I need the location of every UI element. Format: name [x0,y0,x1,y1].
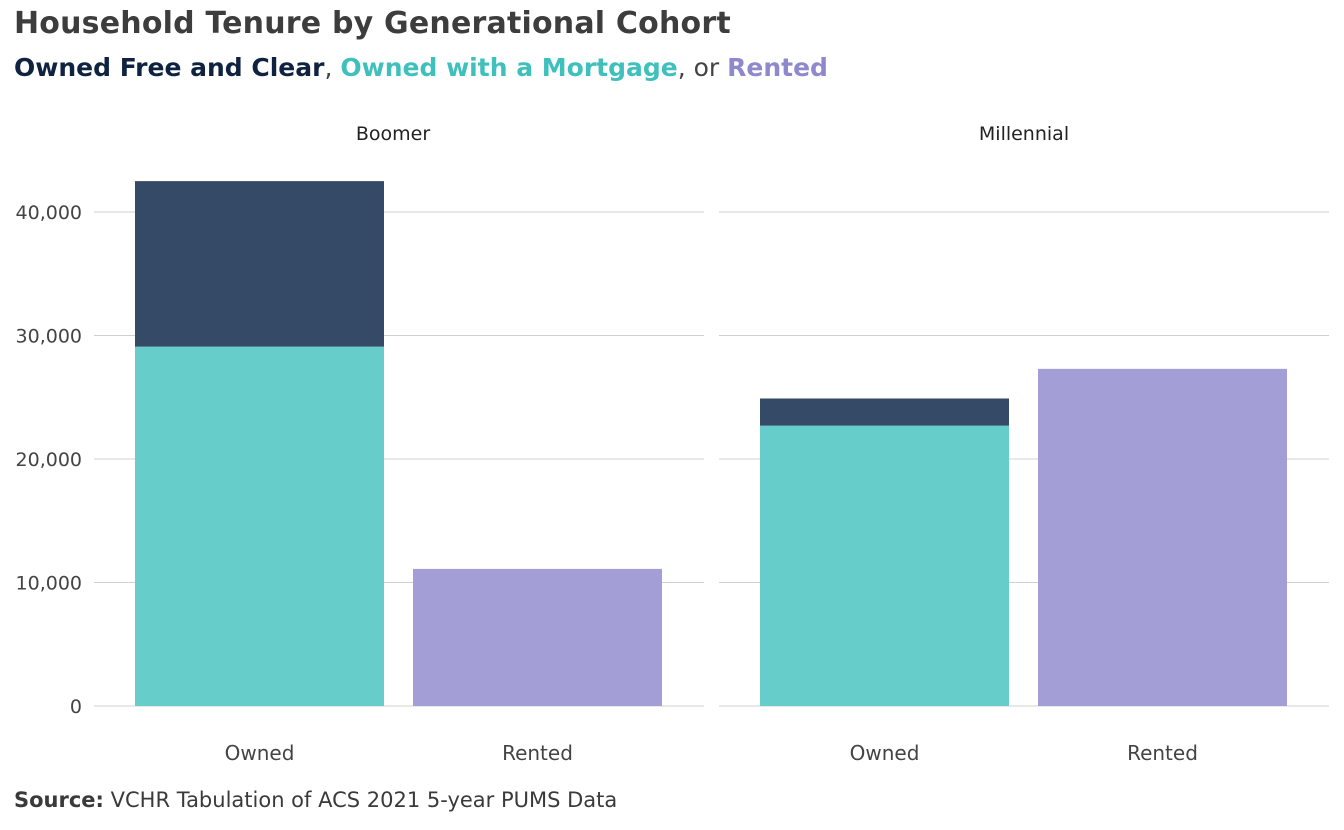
x-tick-label: Owned [850,741,920,765]
bar-segment [760,425,1009,706]
y-tick-label: 10,000 [16,573,82,595]
source-label: Source: [14,788,104,812]
legend-rented: Rented [727,53,828,82]
bar-segment [1038,368,1287,706]
x-tick-label: Rented [502,741,573,765]
x-tick-label: Owned [225,741,295,765]
source-text: VCHR Tabulation of ACS 2021 5-year PUMS … [103,788,618,812]
legend-owned-mortgage: Owned with a Mortgage [340,53,678,82]
chart-subtitle: Owned Free and Clear, Owned with a Mortg… [14,53,828,82]
facet-label: Boomer [356,123,430,145]
facet-label: Millennial [979,123,1069,145]
bar-segment [135,346,384,706]
bar-segment [760,398,1009,426]
x-tick-label: Rented [1127,741,1198,765]
y-tick-label: 0 [70,696,82,718]
y-tick-label: 20,000 [16,449,82,471]
subtitle-separator: , [324,53,341,82]
legend-owned-free: Owned Free and Clear [14,53,325,82]
subtitle-separator: , or [677,53,728,82]
y-tick-label: 30,000 [16,326,82,348]
source-note: Source: VCHR Tabulation of ACS 2021 5-ye… [14,788,617,812]
bar-segment [413,568,662,706]
chart-title: Household Tenure by Generational Cohort [14,6,731,41]
y-tick-label: 40,000 [16,202,82,224]
bar-segment [135,181,384,347]
